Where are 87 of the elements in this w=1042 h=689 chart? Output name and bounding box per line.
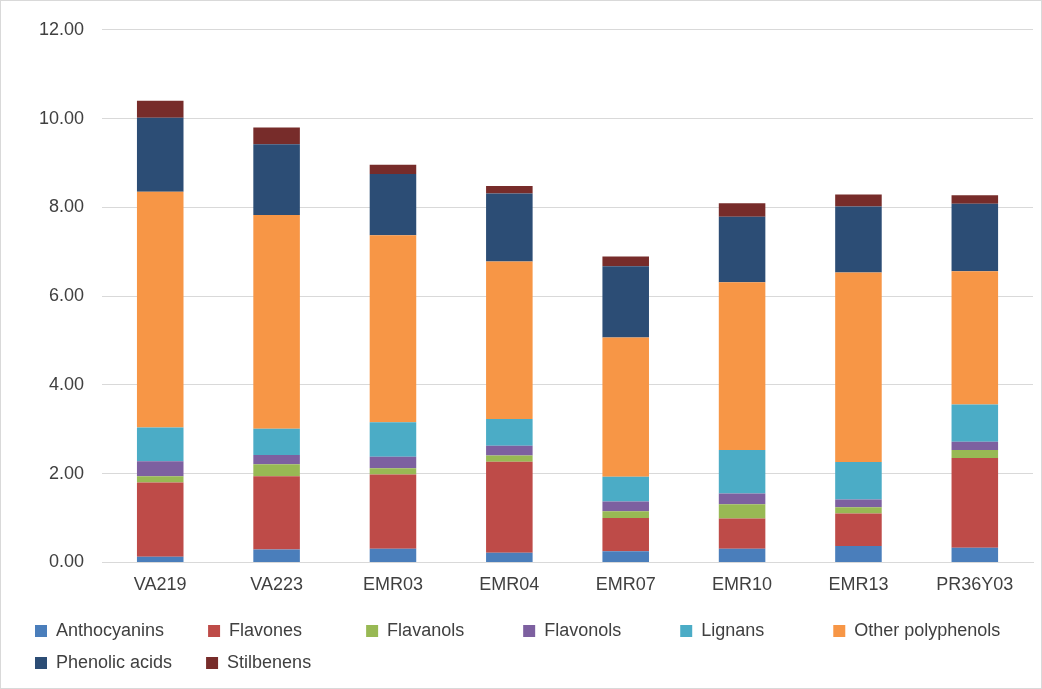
bar xyxy=(136,191,184,428)
bar xyxy=(486,455,533,462)
y-tick-label: 10.00 xyxy=(39,107,85,128)
bar xyxy=(136,556,184,562)
x-tick-label: EMR10 xyxy=(712,574,773,595)
bar xyxy=(253,428,300,455)
bar xyxy=(602,551,649,562)
bar xyxy=(369,235,417,423)
bar xyxy=(253,214,300,429)
bar xyxy=(718,216,766,283)
bar xyxy=(718,504,766,519)
y-tick-label: 2.00 xyxy=(49,462,85,483)
bar xyxy=(602,476,649,502)
bar xyxy=(835,513,882,546)
bar xyxy=(369,548,417,562)
y-tick-label: 6.00 xyxy=(49,285,85,306)
bar xyxy=(486,419,533,446)
bar xyxy=(602,266,649,338)
bar xyxy=(253,127,300,145)
bar xyxy=(835,194,882,207)
x-tick-label: EMR03 xyxy=(362,574,423,595)
y-tick-label: 4.00 xyxy=(49,373,85,394)
bar xyxy=(136,482,184,557)
bar xyxy=(486,552,533,562)
bar xyxy=(486,193,533,262)
bar xyxy=(835,206,882,273)
bar xyxy=(835,545,882,562)
bar xyxy=(253,549,300,562)
x-tick-label: VA219 xyxy=(133,574,187,595)
bar xyxy=(951,404,999,442)
y-tick-label: 0.00 xyxy=(49,551,85,572)
bar xyxy=(602,511,649,519)
bar xyxy=(369,174,417,236)
x-tick-label: EMR07 xyxy=(595,574,656,595)
bar xyxy=(835,462,882,500)
bar xyxy=(253,476,300,550)
bar xyxy=(718,450,766,494)
x-tick-label: EMR13 xyxy=(828,574,889,595)
bar xyxy=(369,164,417,175)
bar xyxy=(835,499,882,508)
bar xyxy=(369,468,417,475)
bar xyxy=(835,272,882,463)
bar xyxy=(602,256,649,267)
bar xyxy=(951,458,999,548)
bar xyxy=(136,427,184,462)
bar xyxy=(486,261,533,420)
bar xyxy=(486,461,533,553)
bar xyxy=(486,445,533,456)
bar xyxy=(136,100,184,118)
y-tick-label: 12.00 xyxy=(39,18,85,39)
bar xyxy=(602,518,649,552)
legend-label: Flavones xyxy=(229,619,353,640)
bar xyxy=(718,518,766,549)
bar xyxy=(951,547,999,562)
bar xyxy=(951,203,999,272)
bar xyxy=(253,454,300,465)
bar xyxy=(718,282,766,451)
bar xyxy=(602,337,649,477)
legend-label: Flavanols xyxy=(387,619,510,640)
bar xyxy=(486,186,533,194)
bar xyxy=(369,456,417,469)
bar xyxy=(136,461,184,477)
bar xyxy=(253,464,300,477)
bar xyxy=(718,548,766,562)
legend-label: Flavonols xyxy=(544,619,667,640)
legend-label: Lignans xyxy=(701,619,820,640)
x-tick-label: EMR04 xyxy=(479,574,540,595)
bar xyxy=(369,474,417,549)
bar xyxy=(369,422,417,457)
x-tick-label: PR36Y03 xyxy=(936,574,1014,595)
bar xyxy=(951,441,999,451)
bar xyxy=(253,144,300,215)
bar xyxy=(136,476,184,483)
y-tick-label: 8.00 xyxy=(49,196,85,217)
bar xyxy=(718,203,766,217)
x-tick-label: VA223 xyxy=(250,574,303,595)
bar xyxy=(951,195,999,204)
legend-label: Phenolic acids xyxy=(56,651,193,672)
legend-label: Stilbenens xyxy=(227,651,352,672)
bar xyxy=(951,271,999,405)
bar xyxy=(602,501,649,512)
bar xyxy=(718,493,766,505)
bar xyxy=(835,507,882,514)
legend-label: Anthocyanins xyxy=(56,619,195,640)
bar xyxy=(136,117,184,192)
legend-label: Other polyphenols xyxy=(854,619,1006,640)
bar xyxy=(951,450,999,459)
